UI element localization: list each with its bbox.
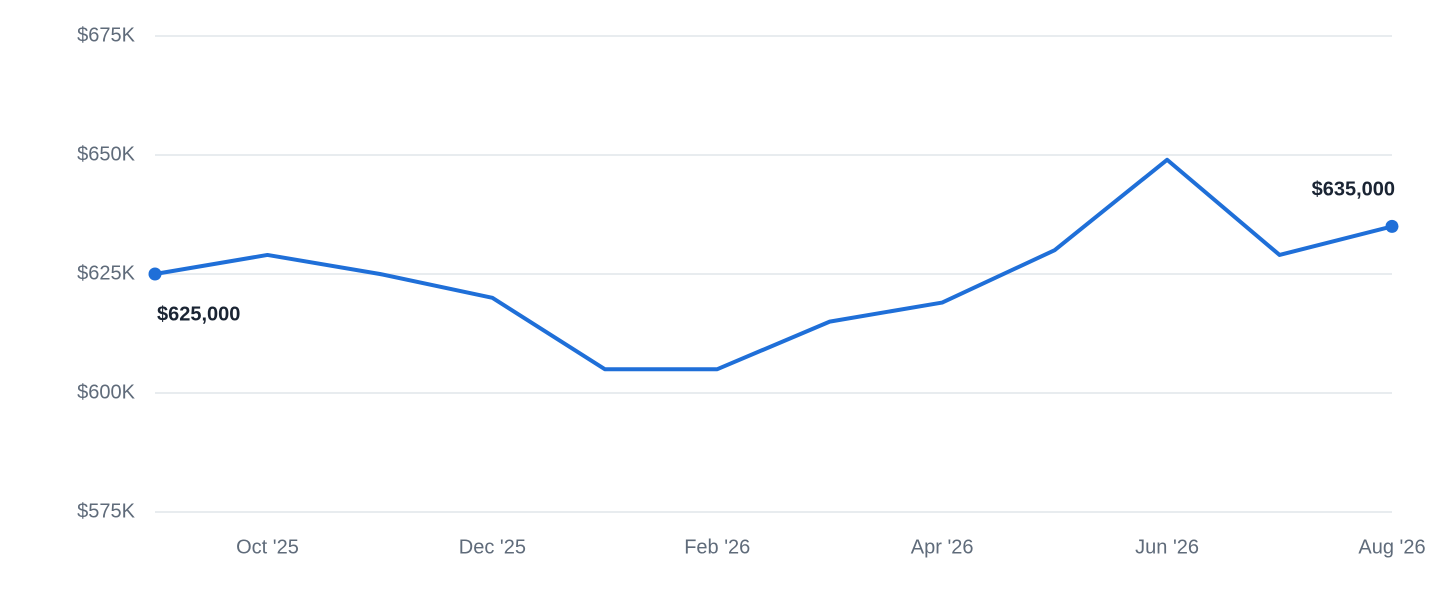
x-tick-label: Aug '26 bbox=[1358, 536, 1425, 558]
y-tick-label: $575K bbox=[77, 500, 135, 522]
point bbox=[148, 267, 162, 281]
y-tick-label: $625K bbox=[77, 262, 135, 284]
x-tick-label: Jun '26 bbox=[1135, 536, 1199, 558]
value-label: $625,000 bbox=[157, 303, 240, 325]
line bbox=[154, 157, 1393, 372]
value-label: $635,000 bbox=[1312, 179, 1395, 201]
y-tick-label: $600K bbox=[77, 381, 135, 403]
x-tick-label: Dec '25 bbox=[459, 536, 526, 558]
point bbox=[1385, 219, 1399, 233]
x-tick-label: Feb '26 bbox=[684, 536, 750, 558]
x-tick-label: Apr '26 bbox=[911, 536, 974, 558]
y-tick-label: $675K bbox=[77, 24, 135, 46]
y-tick-label: $650K bbox=[77, 143, 135, 165]
x-tick-label: Oct '25 bbox=[236, 536, 299, 558]
